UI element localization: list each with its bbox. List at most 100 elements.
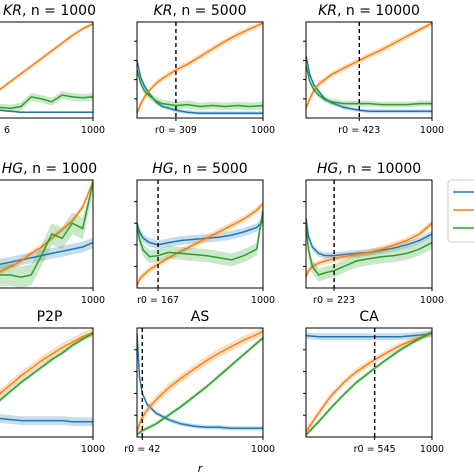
panel-title: KR, n = 5000 [154, 3, 247, 19]
series-blue-line [306, 217, 432, 257]
panel-title-text: CA [359, 309, 379, 325]
plot-area [137, 180, 263, 288]
series-orange-line [0, 331, 93, 395]
panel-title-n: n = 1000 [32, 161, 97, 177]
x-max-tick-label: 1000 [420, 295, 444, 306]
panel-title: HG, n = 1000 [2, 161, 97, 177]
series-blue-line [137, 333, 263, 430]
series-green-line [137, 210, 263, 261]
axes-frame [305, 327, 433, 438]
series-green-band [306, 330, 432, 437]
series-orange-band [306, 22, 432, 112]
series-blue-line [137, 220, 263, 246]
axes-frame [136, 21, 264, 119]
series-green-band [0, 91, 93, 113]
plot-area [306, 180, 432, 288]
series-blue-line [137, 60, 263, 114]
plot-area [0, 328, 93, 427]
chart-panel-6: HG, n = 10000 r0 = 223 1000 [303, 161, 444, 306]
x-axis-label: r [198, 462, 204, 474]
chart-panel-8: AS r0 = 42 1000 [124, 309, 275, 455]
chart-panel-9: CA r0 = 545 1000 [303, 309, 444, 455]
series-green-line [0, 94, 93, 110]
axes-frame [0, 179, 94, 289]
series-green-band [0, 180, 93, 288]
r0-tick-label: r0 = 309 [155, 125, 197, 136]
x-max-tick-label: 1000 [251, 295, 275, 306]
panel-title: HG, n = 5000 [152, 161, 247, 177]
series-green-band [306, 62, 432, 108]
r0-tick-label: r0 = 423 [338, 125, 380, 136]
panel-title: P2P [37, 309, 63, 325]
legend [447, 179, 474, 243]
panel-title: KR, n = 1000 [3, 3, 96, 19]
series-green-line [137, 69, 263, 108]
chart-panel-3: KR, n = 10000 r0 = 423 1000 [303, 3, 444, 136]
axes-frame [305, 179, 433, 289]
panel-title: KR, n = 10000 [318, 3, 420, 19]
series-orange-band [0, 180, 93, 276]
axes-frame [305, 21, 433, 119]
plot-area [137, 22, 263, 118]
r0-tick-label: 6 [4, 125, 10, 136]
r0-tick-label: r0 = 545 [354, 444, 396, 455]
axes-frame [0, 327, 94, 438]
series-orange-band [0, 22, 93, 92]
series-blue-band [137, 331, 263, 431]
series-orange-line [137, 203, 263, 287]
series-blue-band [306, 214, 432, 259]
series-orange-band [0, 328, 93, 399]
series-green-band [137, 66, 263, 111]
plot-area [0, 180, 93, 288]
x-max-tick-label: 1000 [81, 125, 105, 136]
x-max-tick-label: 1000 [420, 125, 444, 136]
series-blue-band [306, 330, 432, 340]
r0-tick-label: r0 = 167 [137, 295, 179, 306]
x-max-tick-label: 1000 [81, 295, 105, 306]
series-green-line [137, 337, 263, 436]
series-orange-line [137, 330, 263, 432]
panel-title-variable: KR [154, 3, 173, 19]
panel-title-variable: KR [318, 3, 337, 19]
plot-area [306, 328, 432, 437]
panel-title: HG, n = 10000 [317, 161, 421, 177]
series-orange-line [137, 22, 263, 114]
chart-panel-7: P2P 1000 [0, 309, 105, 455]
series-blue-line [306, 55, 432, 113]
series-blue-line [0, 417, 93, 423]
series-blue-band [0, 237, 93, 270]
panel-title-separator: , [338, 161, 347, 177]
axes-frame [0, 21, 94, 119]
chart-panel-5: HG, n = 5000 r0 = 167 1000 [134, 161, 275, 306]
series-green-band [0, 331, 93, 403]
x-max-tick-label: 1000 [420, 444, 444, 455]
panel-title-variable: HG [317, 161, 339, 177]
axes-frame [136, 179, 264, 289]
axes-frame [136, 327, 264, 438]
series-green-band [137, 335, 263, 437]
plot-area [306, 22, 432, 118]
series-orange-band [306, 220, 432, 281]
panel-title-separator: , [23, 161, 32, 177]
panel-title-text: P2P [37, 309, 63, 325]
panel-title-variable: HG [2, 161, 24, 177]
series-green-line [0, 332, 93, 402]
panel-title-n: n = 10000 [346, 3, 420, 19]
x-max-tick-label: 1000 [251, 444, 275, 455]
panel-title-separator: , [337, 3, 346, 19]
series-blue-band [0, 414, 93, 427]
series-orange-band [306, 330, 432, 435]
series-blue-band [137, 216, 263, 250]
plot-area [137, 328, 263, 437]
legend-frame [447, 179, 474, 243]
panel-title-variable: KR [3, 3, 22, 19]
chart-panel-1: KR, n = 1000 6 1000 [0, 3, 105, 136]
series-green-band [137, 203, 263, 267]
panel-title-variable: HG [152, 161, 174, 177]
panel-title: CA [359, 309, 379, 325]
panel-title-text: AS [191, 309, 210, 325]
panel-title-separator: , [22, 3, 31, 19]
panel-title-n: n = 1000 [31, 3, 96, 19]
panel-title-n: n = 5000 [181, 3, 246, 19]
